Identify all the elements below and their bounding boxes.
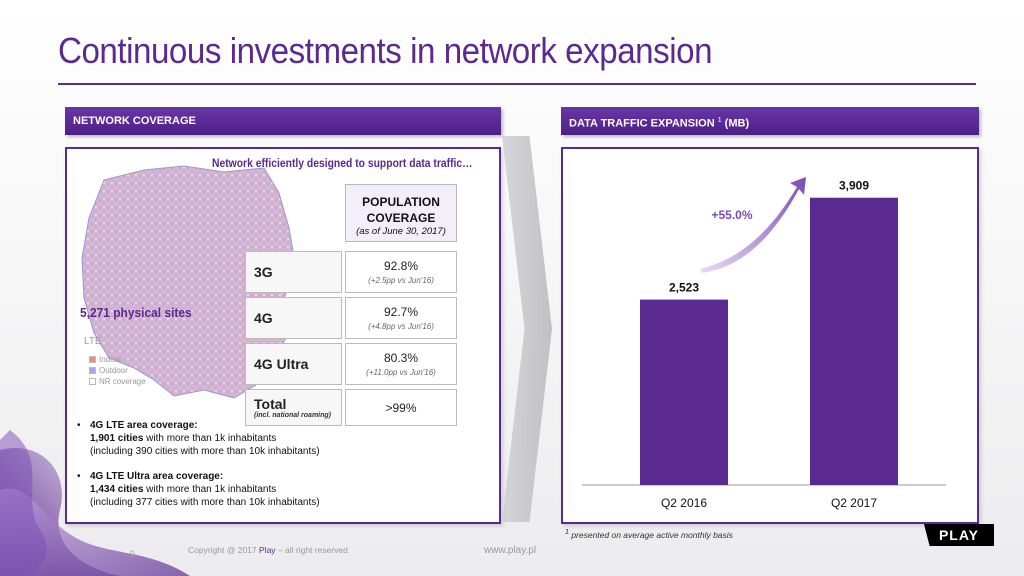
transition-arrow <box>502 136 552 522</box>
row-value-4g: 92.7% (+4.8pp vs Jun'16) <box>345 297 457 339</box>
coverage-bullets: 4G LTE area coverage: 1,901 cities with … <box>77 419 320 521</box>
left-subtitle: Network efficiently designed to support … <box>212 158 473 170</box>
population-coverage-header: POPULATION COVERAGE (as of June 30, 2017… <box>345 184 457 242</box>
data-traffic-panel <box>561 147 979 524</box>
coverage-delta: (+4.8pp vs Jun'16) <box>368 322 434 331</box>
legend-label: Indoor <box>99 355 122 364</box>
copyright: Copyright @ 2017 Play – all right reserv… <box>188 545 348 555</box>
legend-swatch-indoor <box>89 356 96 363</box>
decorative-ribbon <box>0 430 190 576</box>
category-label: Q2 2017 <box>831 496 877 510</box>
copyright-suffix: – all right reserved <box>275 545 348 555</box>
growth-annotation: +55.0% <box>711 208 752 222</box>
row-label-text: Total <box>254 396 287 412</box>
coverage-value: 80.3% <box>383 351 419 365</box>
row-value-4g-ultra: 80.3% (+11.0pp vs Jun'16) <box>345 343 457 385</box>
bar-value-label: 3,909 <box>839 179 869 193</box>
bullet-heading: 4G LTE Ultra area coverage: <box>90 471 224 482</box>
coverage-value: 92.8% <box>383 259 419 273</box>
network-coverage-header-text: NETWORK COVERAGE <box>73 115 196 127</box>
coverage-delta: (+2.5pp vs Jun'16) <box>368 276 434 285</box>
data-traffic-header-sup: 1 <box>717 117 722 124</box>
bullet-text: with more than 1k inhabitants <box>143 484 277 495</box>
footnote: 1 presented on average active monthly ba… <box>565 528 733 540</box>
data-traffic-header-text: DATA TRAFFIC EXPANSION <box>569 117 715 130</box>
coverage-value: >99% <box>385 400 417 415</box>
copyright-prefix: Copyright @ 2017 <box>188 545 260 555</box>
footnote-text: presented on average active monthly basi… <box>571 529 733 540</box>
bar-value-label: 2,523 <box>669 281 699 295</box>
legend-item-indoor: Indoor <box>89 355 122 364</box>
legend-label: NR coverage <box>99 377 146 386</box>
bar-q2-2017 <box>810 197 898 485</box>
footnote-sup: 1 <box>565 528 569 536</box>
row-label-text: 4G <box>254 310 273 326</box>
coverage-delta: (+11.0pp vs Jun'16) <box>366 368 436 377</box>
category-label: Q2 2016 <box>661 496 707 510</box>
row-label-4g-ultra: 4G Ultra <box>245 343 342 385</box>
legend-title: LTE <box>84 336 102 347</box>
website-link[interactable]: www.play.pl <box>484 545 537 556</box>
coverage-value: 92.7% <box>383 305 419 319</box>
bullet-heading: 4G LTE area coverage: <box>90 420 198 431</box>
data-traffic-header: DATA TRAFFIC EXPANSION 1 (MB) <box>561 107 979 135</box>
copyright-brand: Play <box>259 545 276 555</box>
pop-header-date: (as of June 30, 2017) <box>356 226 446 237</box>
bullet-item: 4G LTE area coverage: 1,901 cities with … <box>77 419 320 458</box>
bullet-cities: 1,901 cities <box>90 433 144 444</box>
row-sublabel: (incl. national roaming) <box>254 412 332 419</box>
bullet-cities: 1,434 cities <box>90 484 144 495</box>
title-underline <box>58 83 976 85</box>
legend-swatch-nr <box>89 378 96 385</box>
data-traffic-header-unit: (MB) <box>721 117 750 130</box>
row-value-total: >99% <box>345 389 457 426</box>
page-title: Continuous investments in network expans… <box>58 30 713 71</box>
legend-swatch-outdoor <box>89 367 96 374</box>
row-label-text: 4G Ultra <box>254 356 309 372</box>
bullet-text: with more than 1k inhabitants <box>143 433 277 444</box>
pop-header-line1: POPULATION <box>362 195 440 209</box>
legend-item-nr-coverage: NR coverage <box>89 377 146 386</box>
row-label-4g: 4G <box>245 297 342 339</box>
legend-item-outdoor: Outdoor <box>89 366 128 375</box>
row-label-text: 3G <box>254 264 273 280</box>
data-traffic-chart: 2,523 Q2 2016 3,909 Q2 2017 +55.0% <box>582 177 946 510</box>
bullet-item: 4G LTE Ultra area coverage: 1,434 cities… <box>77 470 320 509</box>
physical-sites-label: 5,271 physical sites <box>80 305 192 320</box>
bullet-subtext: (including 390 cities with more than 10k… <box>90 446 320 457</box>
growth-arrow-icon <box>700 177 806 273</box>
page-number: 9 <box>130 549 136 559</box>
network-coverage-header: NETWORK COVERAGE <box>65 107 501 135</box>
bullet-subtext: (including 377 cities with more than 10k… <box>90 497 320 508</box>
row-label-3g: 3G <box>245 251 342 293</box>
play-logo: PLAY <box>924 524 994 546</box>
bar-q2-2016 <box>640 299 728 485</box>
row-value-3g: 92.8% (+2.5pp vs Jun'16) <box>345 251 457 293</box>
pop-header-line2: COVERAGE <box>366 211 436 225</box>
legend-label: Outdoor <box>99 366 128 375</box>
